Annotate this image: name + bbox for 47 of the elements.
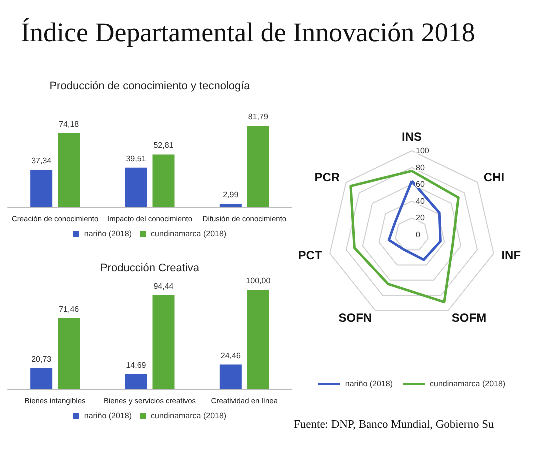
- source-note: Fuente: DNP, Banco Mundial, Gobierno Su: [294, 419, 495, 431]
- bar: [247, 126, 270, 207]
- y-tick-label: 0: [416, 230, 421, 240]
- spoke-label: CHI: [484, 170, 505, 185]
- spoke-label: INF: [502, 248, 522, 262]
- spoke-label: SOFM: [452, 310, 487, 325]
- y-tick-label: 80: [416, 163, 426, 172]
- spoke-label: INS: [402, 130, 422, 144]
- bar: [58, 318, 80, 389]
- bar: [220, 364, 242, 389]
- bar: [58, 134, 80, 207]
- spoke-label: SOFN: [338, 310, 372, 325]
- data-label: 81,79: [248, 112, 269, 122]
- chart-title: Producción Creativa: [100, 262, 200, 274]
- data-label: 74,18: [59, 120, 80, 130]
- data-label: 94,44: [154, 282, 174, 292]
- bar: [152, 154, 175, 207]
- data-label: 100,00: [246, 276, 272, 286]
- spoke-label: PCT: [298, 248, 323, 262]
- y-tick-label: 60: [416, 180, 426, 190]
- data-label: 14,69: [126, 360, 147, 370]
- bar: [152, 296, 175, 389]
- y-tick-label: 100: [416, 146, 430, 156]
- bar: [125, 168, 148, 207]
- legend-label: cundinamarca (2018): [150, 230, 227, 238]
- legend-label: nariño (2018): [84, 230, 132, 238]
- data-label: 37,34: [32, 156, 52, 166]
- data-label: 2,99: [223, 190, 240, 200]
- data-label: 39,51: [126, 154, 147, 164]
- legend-label: cundinamarca (2018): [430, 380, 506, 388]
- legend-label: nariño (2018): [84, 412, 132, 420]
- bar: [220, 204, 242, 207]
- bar: [30, 368, 53, 389]
- data-label: 71,46: [59, 304, 80, 314]
- y-tick-label: 40: [416, 196, 426, 206]
- legend-label: cundinamarca (2018): [150, 412, 227, 420]
- data-label: 24,46: [220, 351, 242, 360]
- text: Índice Departamental de Innovación 2018: [21, 18, 476, 48]
- bar: [30, 170, 53, 207]
- chart-title: Producción de conocimiento y tecnología: [50, 80, 252, 92]
- data-label: 52,81: [154, 141, 174, 150]
- spoke-label: PCR: [314, 170, 340, 185]
- data-label: 20,73: [32, 354, 52, 364]
- y-tick-label: 20: [416, 214, 426, 223]
- bar: [247, 290, 270, 389]
- bar: [125, 374, 148, 389]
- legend-label: nariño (2018): [345, 380, 394, 388]
